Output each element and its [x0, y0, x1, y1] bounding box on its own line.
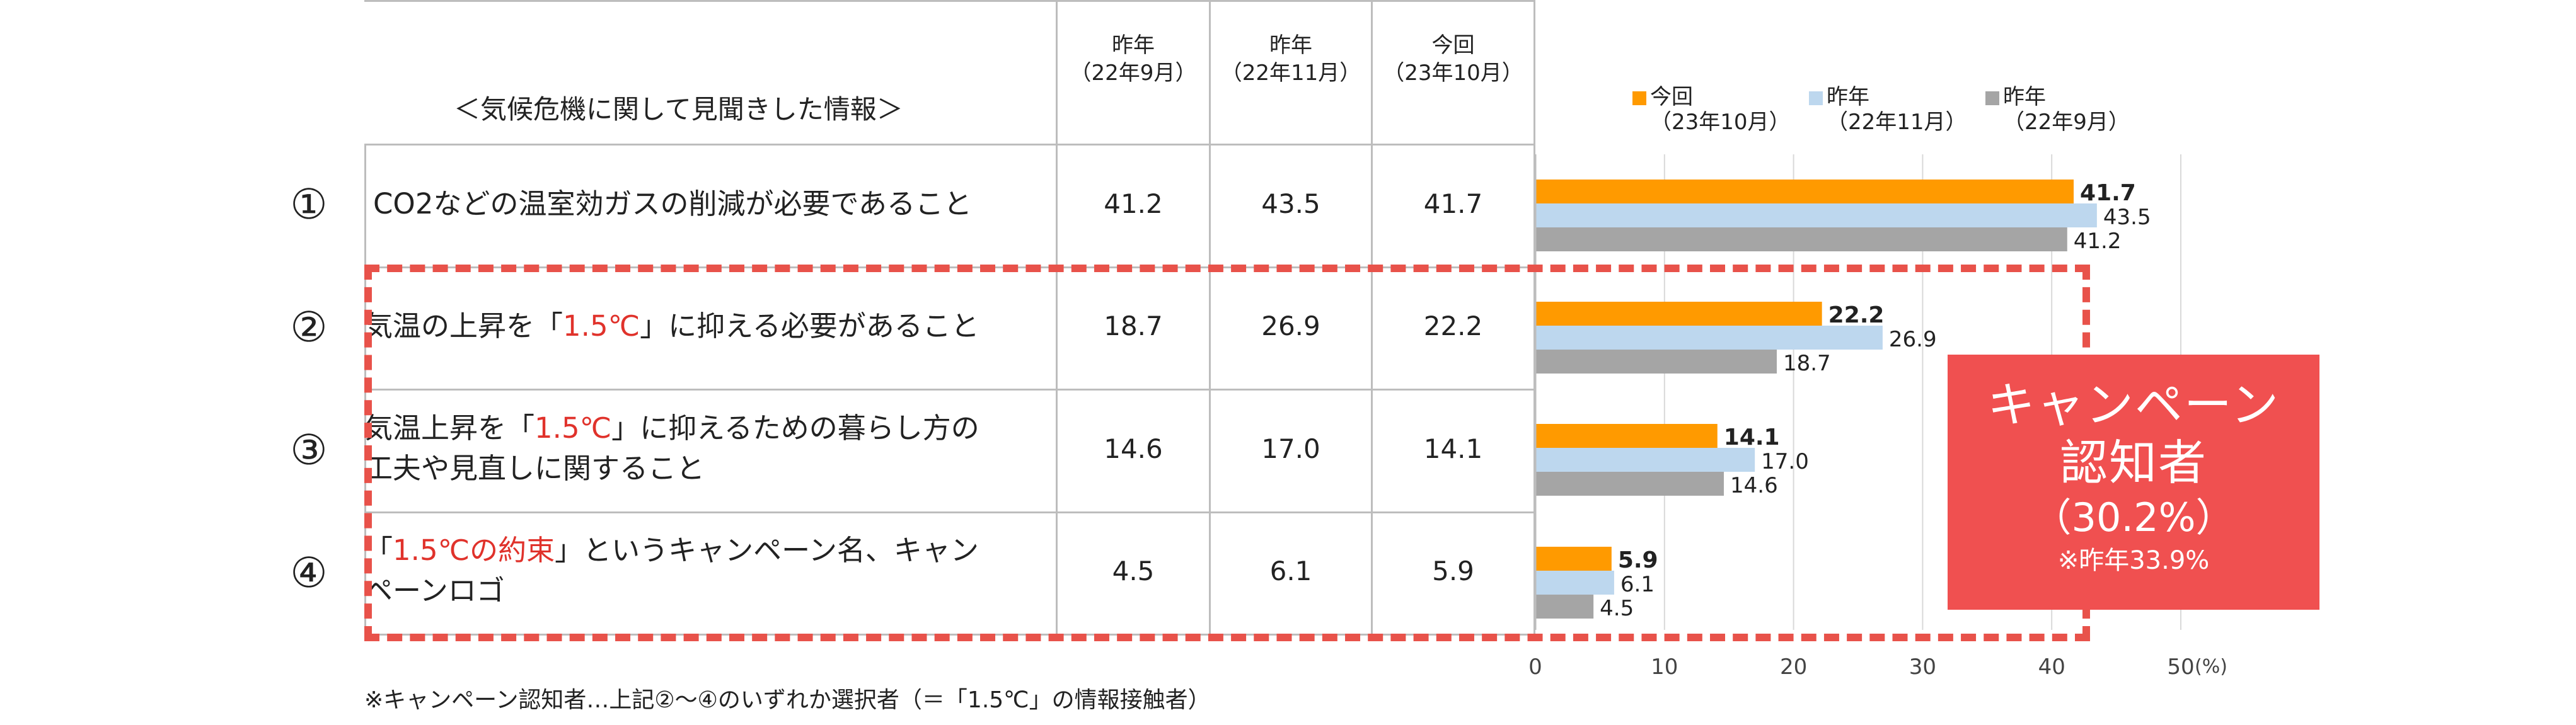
data-label: 14.1: [1724, 425, 1780, 450]
value-last-sep: 18.7: [1104, 311, 1163, 341]
value-last-nov: 17.0: [1261, 433, 1320, 464]
bar: [1535, 547, 1612, 571]
legend-item-last-nov: 昨年 （22年11月）: [1809, 84, 1967, 135]
value-current: 14.1: [1423, 433, 1483, 464]
x-tick-label: 20: [1780, 654, 1807, 680]
data-label: 17.0: [1761, 449, 1809, 474]
column-header-current: 今回 （23年10月）: [1373, 31, 1533, 87]
bar: [1535, 302, 1822, 326]
campaign-box-title: キャンペーン: [1987, 377, 2280, 433]
value-last-sep: 41.2: [1104, 188, 1163, 219]
campaign-awareness-box: キャンペーン 認知者 （30.2%） ※昨年33.9%: [1948, 355, 2319, 610]
highlight-dashed-box: [364, 265, 2090, 641]
row-number: ②: [290, 303, 328, 351]
column-header-line2: （23年10月）: [1383, 60, 1523, 86]
x-axis-unit: (%): [2195, 656, 2227, 678]
bar: [1535, 595, 1594, 619]
legend-item-current: 今回 （23年10月）: [1632, 84, 1791, 135]
row-item-line1: 気温上昇を「1.5℃」に抑えるための暮らし方の: [364, 408, 979, 448]
campaign-box-note: ※昨年33.9%: [2057, 546, 2210, 575]
data-label: 43.5: [2103, 205, 2151, 230]
row-item-text: CO2などの温室効ガスの削減が必要であること: [373, 184, 972, 224]
column-header-line1: 昨年: [1269, 33, 1312, 58]
row-number: ③: [290, 426, 328, 474]
data-label: 26.9: [1889, 327, 1937, 352]
text-segment-highlight: 1.5℃の約束: [393, 534, 555, 567]
x-tick-label: 10: [1651, 654, 1678, 680]
data-label: 18.7: [1783, 351, 1831, 376]
value-last-sep: 14.6: [1104, 433, 1163, 464]
column-header-line2: （22年9月）: [1070, 60, 1197, 86]
text-segment: 気温の上昇を「: [364, 309, 563, 343]
data-label: 6.1: [1620, 572, 1655, 597]
legend-swatch: [1632, 91, 1646, 105]
bar: [1535, 448, 1755, 472]
text-segment-highlight: 1.5℃: [563, 309, 640, 343]
legend-swatch: [1985, 91, 1999, 105]
legend-label-line2: （23年10月）: [1650, 110, 1791, 135]
bar: [1535, 326, 1883, 350]
data-label: 5.9: [1618, 547, 1658, 573]
legend-swatch: [1809, 91, 1823, 105]
campaign-box-subtitle: 認知者: [2060, 435, 2207, 491]
bar: [1535, 203, 2097, 227]
text-segment: 気温上昇を「: [364, 411, 535, 445]
text-segment-highlight: 1.5℃: [534, 411, 612, 445]
row-number: ①: [290, 180, 328, 229]
value-last-nov: 6.1: [1269, 556, 1312, 586]
row-item-text: 気温の上昇を「1.5℃」に抑える必要があること: [364, 306, 979, 346]
column-header-last-nov: 昨年 （22年11月）: [1211, 31, 1371, 87]
footnote: ※キャンペーン認知者…上記②～④のいずれか選択者（＝「1.5℃」の情報接触者）: [364, 687, 1211, 713]
data-label: 41.2: [2074, 229, 2122, 254]
column-header-line1: 昨年: [1112, 33, 1155, 58]
text-segment: 」に抑えるための暮らし方の: [611, 411, 979, 445]
x-tick-label: 0: [1528, 654, 1542, 680]
value-last-nov: 43.5: [1261, 188, 1320, 219]
value-current: 22.2: [1423, 311, 1483, 341]
row-item-line1: 「1.5℃の約束」というキャンペーン名、キャン: [364, 530, 979, 571]
value-current: 41.7: [1423, 188, 1483, 219]
legend-label-line2: （22年9月）: [2003, 110, 2130, 135]
legend-label-line1: 昨年: [2003, 84, 2046, 110]
row-number: ④: [290, 549, 328, 597]
x-tick-label: 30: [1909, 654, 1936, 680]
campaign-box-percent: （30.2%）: [2032, 494, 2235, 540]
bar: [1535, 424, 1718, 448]
data-label: 14.6: [1730, 473, 1778, 498]
row-item-text: 「1.5℃の約束」というキャンペーン名、キャン ペーンロゴ: [364, 530, 979, 611]
legend-label-line1: 今回: [1650, 84, 1693, 110]
bar: [1535, 571, 1614, 595]
bar: [1535, 227, 2067, 251]
bar: [1535, 350, 1777, 374]
text-segment: CO2などの温室効ガスの削減が必要であること: [373, 187, 973, 220]
value-last-nov: 26.9: [1261, 311, 1320, 341]
column-header-line1: 今回: [1431, 33, 1475, 58]
text-segment: 」に抑える必要があること: [640, 309, 979, 343]
row-item-line2: 工夫や見直しに関すること: [364, 452, 705, 485]
data-label: 41.7: [2080, 180, 2136, 206]
data-label: 4.5: [1600, 596, 1634, 621]
value-last-sep: 4.5: [1112, 556, 1155, 586]
text-segment: 」というキャンペーン名、キャン: [555, 534, 979, 567]
legend-item-last-sep: 昨年 （22年9月）: [1985, 84, 2130, 135]
column-header-line2: （22年11月）: [1220, 60, 1361, 86]
bar: [1535, 180, 2074, 203]
data-label: 22.2: [1828, 302, 1885, 328]
legend-label-line1: 昨年: [1827, 84, 1869, 110]
bar: [1535, 472, 1724, 496]
column-header-last-sep: 昨年 （22年9月）: [1058, 31, 1209, 87]
value-current: 5.9: [1432, 556, 1474, 586]
table-header-item: ＜気候危機に関して見聞きした情報＞: [454, 94, 903, 125]
x-tick-label: 40: [2038, 654, 2065, 680]
row-item-line2: ペーンロゴ: [364, 574, 505, 607]
row-item-text: 気温上昇を「1.5℃」に抑えるための暮らし方の 工夫や見直しに関すること: [364, 408, 979, 489]
legend-label-line2: （22年11月）: [1827, 110, 1967, 135]
x-tick-label: 50: [2167, 654, 2194, 680]
